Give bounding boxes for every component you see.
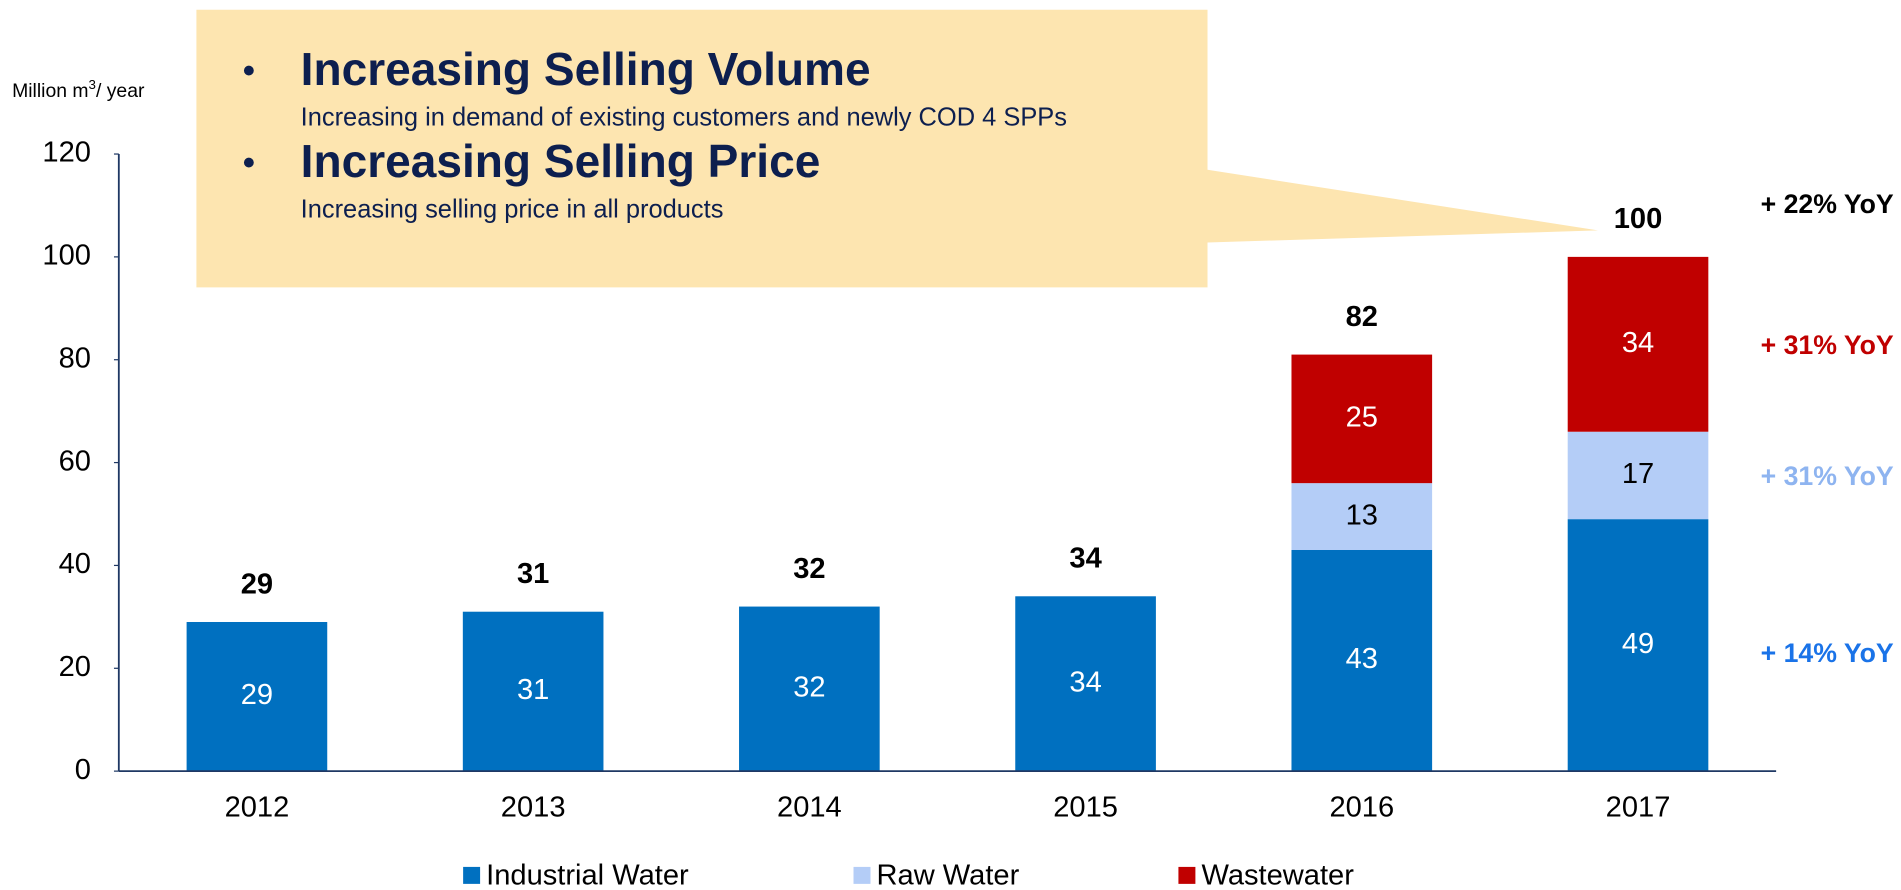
bar-segment (462, 611, 604, 772)
bullet-dot: • (242, 49, 255, 90)
legend-swatch (1178, 866, 1196, 884)
y-tick-label: 40 (59, 548, 91, 580)
bar-segment (1291, 483, 1433, 551)
y-axis-label-sup: 3 (89, 76, 96, 91)
y-axis-label-part: / year (96, 80, 145, 102)
legend-label: Raw Water (877, 859, 1020, 890)
bar-segment (1567, 256, 1709, 432)
yoy-annotation: + 14% YoY (1761, 638, 1894, 668)
value-label: 32 (793, 672, 825, 704)
bar-segment (1291, 550, 1433, 772)
y-tick-label: 120 (42, 137, 91, 169)
y-tick-label: 60 (59, 445, 91, 477)
value-label: 31 (517, 674, 549, 706)
callout-heading: Increasing Selling Volume (301, 43, 871, 95)
x-tick-label: 2014 (777, 791, 842, 823)
bar-segment (186, 621, 328, 772)
x-tick-label: 2016 (1329, 791, 1394, 823)
legend-label: Industrial Water (486, 859, 689, 890)
callout-box (196, 9, 1598, 288)
y-tick-label: 0 (75, 754, 91, 786)
legend-swatch (463, 866, 481, 884)
y-tick-label: 100 (42, 240, 91, 272)
x-tick-label: 2015 (1053, 791, 1118, 823)
y-tick-label: 80 (59, 342, 91, 374)
x-tick-label: 2013 (501, 791, 566, 823)
y-tick-label: 20 (59, 651, 91, 683)
x-tick-label: 2012 (225, 791, 290, 823)
x-tick-label: 2017 (1606, 791, 1671, 823)
total-label: 34 (1069, 543, 1102, 575)
value-label: 29 (241, 679, 273, 711)
yoy-annotation: + 31% YoY (1761, 330, 1894, 360)
value-label: 43 (1346, 643, 1378, 675)
callout-heading: Increasing Selling Price (301, 135, 821, 187)
bar-segment (1291, 354, 1433, 484)
bar-segment (1567, 431, 1709, 520)
callout-text: Increasing selling price in all products (301, 196, 724, 224)
value-label: 49 (1622, 628, 1654, 660)
value-label: 34 (1069, 666, 1101, 698)
total-label: 31 (517, 558, 549, 590)
value-label: 34 (1622, 327, 1654, 359)
bar-segment (739, 606, 880, 772)
bar-segment (1567, 519, 1709, 772)
callout-text: Increasing in demand of existing custome… (301, 104, 1067, 132)
value-label: 25 (1346, 402, 1378, 434)
bullet-dot: • (242, 142, 255, 183)
y-axis-label: Million m3/ year (12, 76, 145, 102)
legend-swatch (853, 866, 871, 884)
value-label: 17 (1622, 458, 1654, 490)
total-label: 32 (793, 553, 825, 585)
yoy-annotation: + 22% YoY (1761, 189, 1894, 219)
value-label: 13 (1346, 499, 1378, 531)
legend-label: Wastewater (1201, 859, 1354, 890)
yoy-annotation: + 31% YoY (1761, 461, 1894, 491)
bar-segment (1015, 596, 1156, 772)
total-label: 29 (241, 568, 273, 600)
total-label: 82 (1346, 301, 1378, 333)
y-axis-label-part: Million m (12, 80, 88, 102)
total-label: 100 (1614, 203, 1663, 235)
